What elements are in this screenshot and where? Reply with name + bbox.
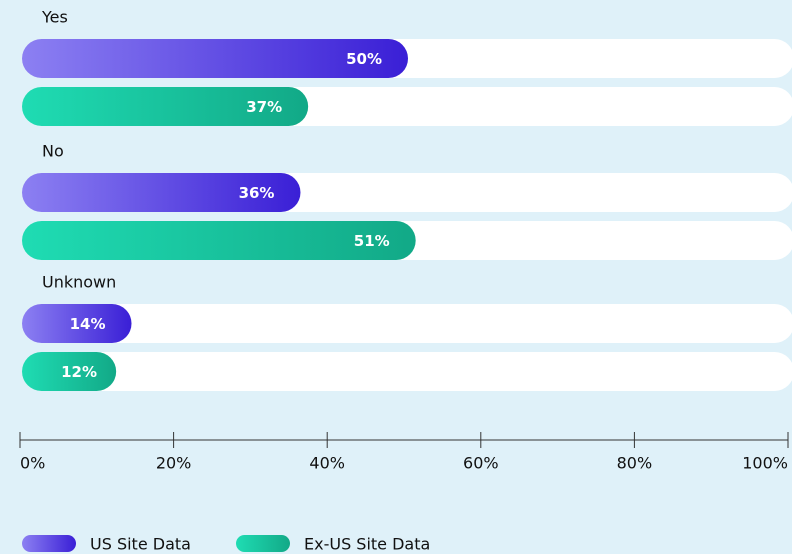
x-tick-label: 20% bbox=[156, 454, 192, 473]
bar-track bbox=[22, 352, 792, 391]
value-label: 37% bbox=[246, 98, 282, 116]
legend-swatch bbox=[22, 535, 76, 552]
x-tick-label: 40% bbox=[309, 454, 345, 473]
value-label: 36% bbox=[239, 184, 275, 202]
value-label: 14% bbox=[70, 315, 106, 333]
bar bbox=[22, 39, 408, 78]
x-tick-label: 0% bbox=[20, 454, 45, 473]
value-label: 51% bbox=[354, 232, 390, 250]
value-label: 12% bbox=[61, 363, 97, 381]
x-tick-label: 80% bbox=[617, 454, 653, 473]
bar-track bbox=[22, 304, 792, 343]
legend-label: US Site Data bbox=[90, 535, 191, 554]
bar bbox=[22, 173, 301, 212]
x-tick-label: 100% bbox=[742, 454, 788, 473]
bar bbox=[22, 304, 132, 343]
category-label: No bbox=[42, 142, 64, 161]
value-label: 50% bbox=[346, 50, 382, 68]
category-label: Unknown bbox=[42, 273, 116, 292]
legend-label: Ex-US Site Data bbox=[304, 535, 430, 554]
x-tick-label: 60% bbox=[463, 454, 499, 473]
bar bbox=[22, 221, 416, 260]
category-label: Yes bbox=[41, 8, 68, 27]
bar bbox=[22, 87, 309, 126]
legend-swatch bbox=[236, 535, 290, 552]
bar bbox=[22, 352, 117, 391]
